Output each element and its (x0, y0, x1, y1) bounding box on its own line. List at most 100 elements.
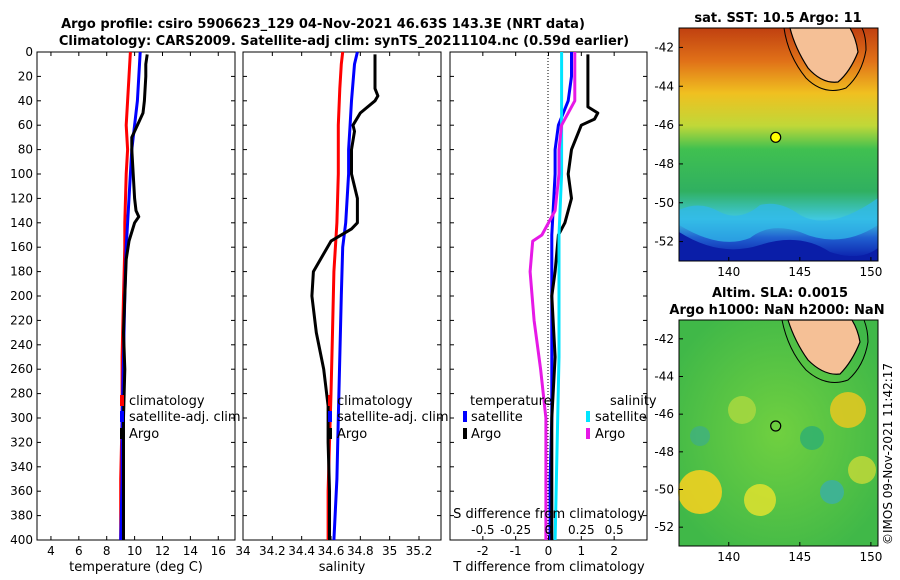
legend-argo: Argo (337, 427, 367, 442)
lat-tick-label: -42 (654, 332, 674, 346)
legend-climatology-swatch (328, 395, 332, 406)
t-difference-tick-labels: -2 -1 0 1 2 (477, 544, 618, 558)
x-tick-label: -2 (477, 544, 489, 558)
s-tick-label: 0.25 (568, 523, 595, 537)
lat-tick-label: -52 (654, 235, 674, 249)
difference-panel: -2 -1 0 1 2 S difference from climatology -0… (449, 51, 657, 575)
legend-temperature-title: temperature (470, 394, 552, 409)
depth-tick-label: 260 (10, 362, 33, 376)
legend-s-satellite-swatch (586, 411, 590, 422)
legend-t-argo: Argo (471, 427, 501, 442)
x-tick-label: 0 (545, 544, 553, 558)
x-tick-label: 16 (211, 544, 226, 558)
lon-tick-label: 145 (788, 550, 811, 564)
sla-low-anomaly (800, 426, 824, 450)
depth-tick-label: 220 (10, 313, 33, 327)
lat-tick-label: -50 (654, 483, 674, 497)
lon-tick-label: 140 (717, 265, 740, 279)
sla-lat-tick-labels: -42 -44 -46 -48 -50 -52 (654, 332, 674, 534)
depth-tick-label: 120 (10, 191, 33, 205)
lon-tick-label: 140 (717, 550, 740, 564)
lat-tick-label: -46 (654, 407, 674, 421)
depth-tick-label: 180 (10, 265, 33, 279)
sla-low-anomaly (820, 480, 844, 504)
sla-high-anomaly (848, 456, 876, 484)
s-tick-label: -0.5 (471, 523, 494, 537)
lon-tick-label: 150 (859, 550, 882, 564)
legend-climatology: climatology (129, 394, 205, 409)
shelf-contour (783, 27, 867, 91)
depth-tick-label: 300 (10, 411, 33, 425)
sla-map-frame (678, 319, 879, 547)
s-tick-label: -0.25 (500, 523, 531, 537)
depth-tick-labels: 0 20 40 60 80 100 120 140 160 180 200 220 240 260 280 3… (10, 45, 33, 547)
sla-map-title-line1: Altim. SLA: 0.0015 (712, 286, 848, 301)
x-tick-label: 12 (155, 544, 170, 558)
temperature-panel: 0 20 40 60 80 100 120 140 160 180 200 220 240 260 280 3… (10, 45, 241, 575)
sla-map-title-line2: Argo h1000: NaN h2000: NaN (669, 303, 884, 318)
legend-satellite: satellite-adj. clim (129, 410, 241, 425)
depth-tick-label: 320 (10, 435, 33, 449)
legend-satellite: satellite-adj. clim (337, 410, 449, 425)
figure-title-line1: Argo profile: csiro 5906623_129 04-Nov-2… (61, 17, 585, 32)
temperature-tick-labels: 4 6 8 10 12 14 16 (47, 544, 226, 558)
sst-map-panel: sat. SST: 10.5 Argo: 11 -42-44-46-48-50-… (654, 11, 882, 279)
sla-high-anomaly (728, 396, 756, 424)
depth-tick-label: 400 (10, 533, 33, 547)
legend-satellite-swatch (328, 411, 332, 422)
x-tick-label: 34.8 (347, 544, 374, 558)
cold-water-band (679, 232, 878, 261)
sst-map-frame (678, 27, 879, 262)
depth-tick-label: 200 (10, 289, 33, 303)
x-tick-label: 34.2 (259, 544, 286, 558)
x-tick-label: 10 (127, 544, 142, 558)
series-satellite-adj-clim-line (332, 51, 359, 541)
salinity-panel: 34 34.2 34.4 34.6 34.8 35 35.2 salinity climat… (235, 51, 449, 575)
temperature-xlabel: temperature (deg C) (69, 560, 203, 575)
legend-t-satellite: satellite (471, 410, 523, 425)
legend-climatology-swatch (120, 395, 124, 406)
sla-high-anomaly (830, 392, 866, 428)
x-tick-label: 4 (47, 544, 55, 558)
depth-tick-label: 40 (18, 94, 33, 108)
sla-high-anomaly (744, 484, 776, 516)
t-difference-xlabel: T difference from climatology (452, 560, 645, 575)
depth-tick-label: 100 (10, 167, 33, 181)
lat-tick-label: -52 (654, 520, 674, 534)
sla-lon-tick-labels: 140 145 150 (717, 550, 882, 564)
depth-tick-label: 380 (10, 509, 33, 523)
argo-location-marker (770, 420, 782, 432)
series-salinity-argo-line (528, 52, 577, 540)
depth-tick-label: 340 (10, 460, 33, 474)
depth-tick-label: 80 (18, 143, 33, 157)
lon-tick-label: 145 (788, 265, 811, 279)
series-temperature-argo-line (550, 54, 600, 540)
argo-location-marker (770, 131, 782, 143)
depth-tick-label: 160 (10, 240, 33, 254)
imos-credit: ©IMOS 09-Nov-2021 11:42:17 (881, 362, 895, 545)
salinity-series (310, 51, 380, 541)
sla-high-anomaly (678, 470, 722, 514)
depth-tick-label: 140 (10, 216, 33, 230)
series-argo-line (310, 54, 380, 540)
lat-tick-label: -44 (654, 79, 674, 93)
legend-salinity-title: salinity (610, 394, 657, 409)
sst-map-title: sat. SST: 10.5 Argo: 11 (694, 11, 861, 26)
lat-tick-label: -48 (654, 157, 674, 171)
x-tick-label: -1 (510, 544, 522, 558)
legend-s-argo-swatch (586, 428, 590, 439)
legend-argo-swatch (328, 428, 332, 439)
s-tick-label: 0 (545, 523, 553, 537)
depth-tick-label: 20 (18, 69, 33, 83)
x-tick-label: 6 (75, 544, 83, 558)
lon-tick-label: 150 (859, 265, 882, 279)
x-tick-label: 35.2 (406, 544, 433, 558)
lat-tick-label: -50 (654, 196, 674, 210)
temperature-legend: climatology satellite-adj. clim Argo (120, 394, 241, 442)
x-tick-label: 34.6 (318, 544, 345, 558)
difference-legend-left: temperature satellite Argo (463, 394, 552, 442)
s-difference-label: S difference from climatology (453, 507, 645, 522)
s-tick-label: 0.5 (605, 523, 624, 537)
difference-legend-right: salinity satellite Argo (586, 394, 657, 442)
